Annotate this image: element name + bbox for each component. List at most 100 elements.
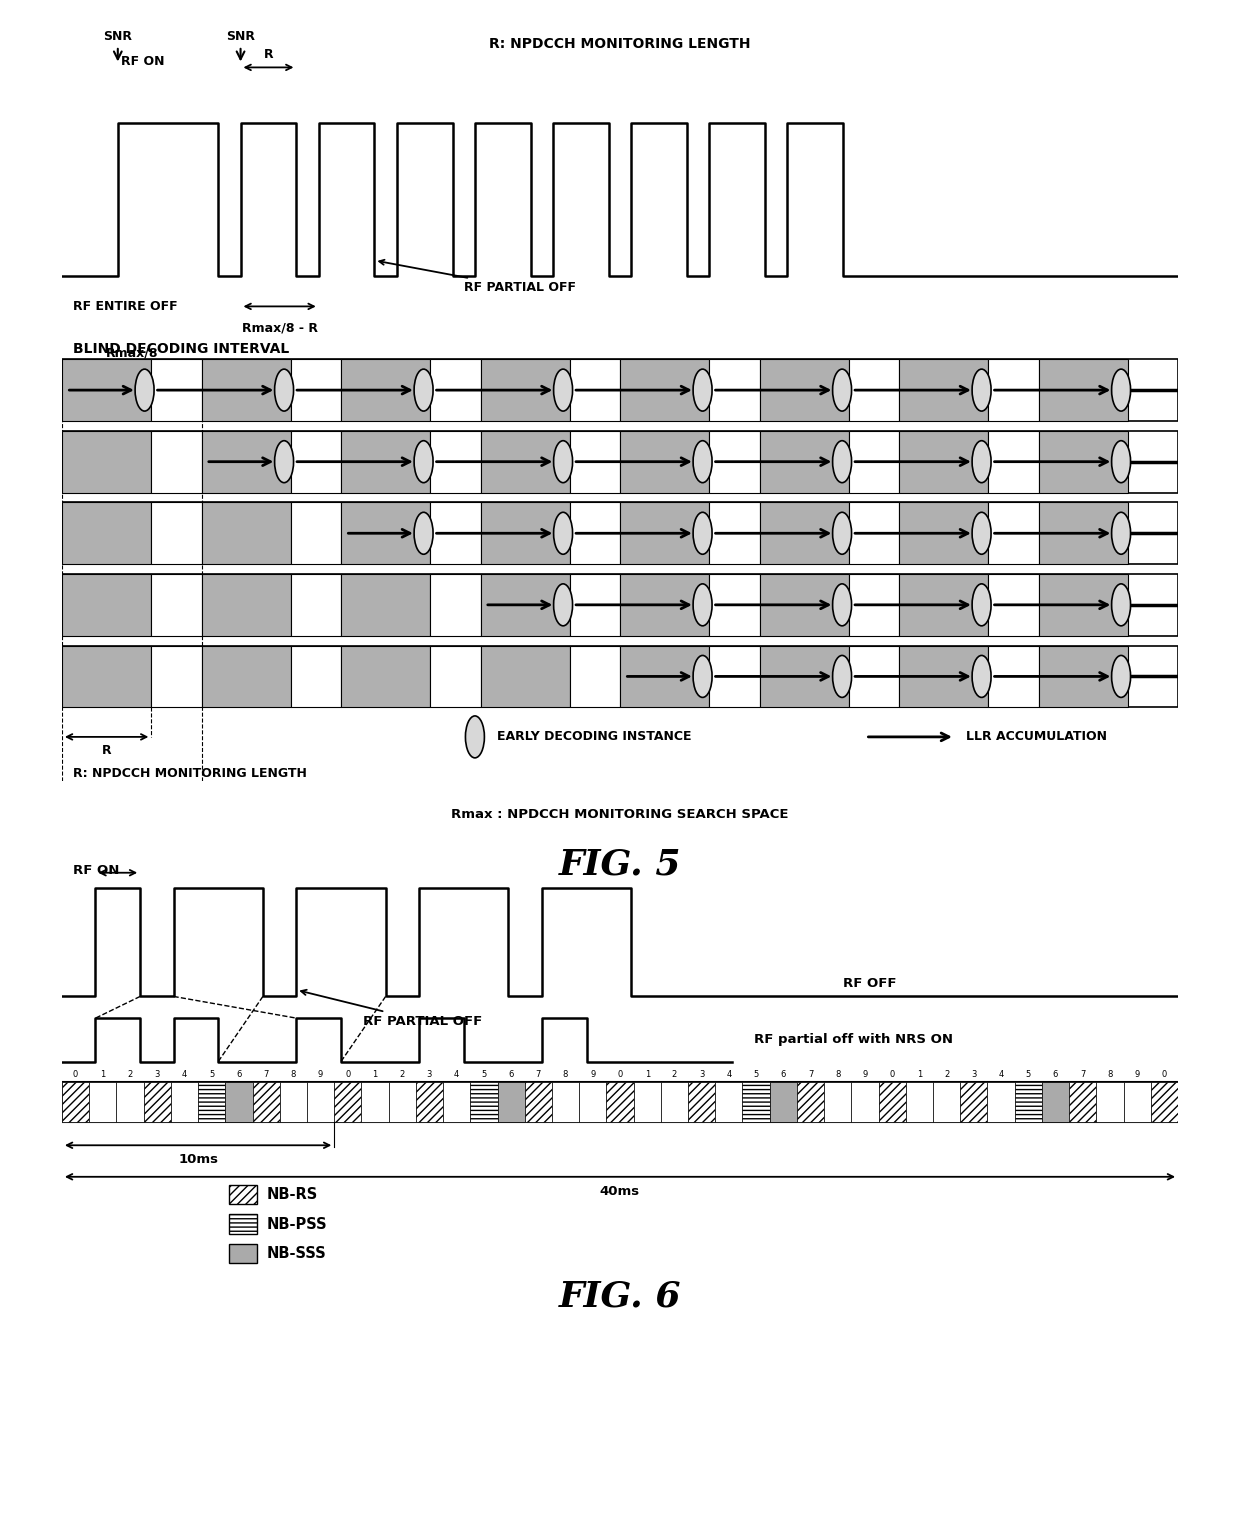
- Text: 7: 7: [536, 1071, 541, 1079]
- Text: 3: 3: [427, 1071, 433, 1079]
- Circle shape: [693, 512, 712, 555]
- Bar: [290, 430, 341, 493]
- Bar: [62, 645, 1178, 708]
- Bar: [151, 645, 201, 708]
- Bar: [62, 574, 1178, 636]
- Circle shape: [1111, 584, 1131, 625]
- Text: RF OFF: RF OFF: [843, 977, 897, 990]
- Bar: [848, 502, 899, 564]
- Circle shape: [693, 441, 712, 483]
- Bar: [229, 1184, 258, 1204]
- Text: Rmax : NPDCCH MONITORING SEARCH SPACE: Rmax : NPDCCH MONITORING SEARCH SPACE: [451, 809, 789, 821]
- Bar: [759, 430, 848, 493]
- Circle shape: [832, 441, 852, 483]
- Text: 7: 7: [807, 1071, 813, 1079]
- Bar: [290, 502, 341, 564]
- Bar: [341, 645, 430, 708]
- Circle shape: [135, 369, 154, 411]
- Bar: [62, 360, 151, 421]
- Bar: [201, 574, 290, 636]
- Text: RF PARTIAL OFF: RF PARTIAL OFF: [379, 260, 575, 294]
- Bar: [341, 430, 430, 493]
- Text: 6: 6: [781, 1071, 786, 1079]
- Bar: [1096, 1082, 1123, 1121]
- Bar: [709, 360, 759, 421]
- Text: R: R: [264, 49, 273, 61]
- Bar: [709, 645, 759, 708]
- Circle shape: [414, 512, 433, 555]
- Bar: [715, 1082, 743, 1121]
- Bar: [341, 574, 430, 636]
- Bar: [569, 645, 620, 708]
- Circle shape: [1111, 656, 1131, 697]
- Bar: [62, 430, 151, 493]
- Bar: [988, 574, 1039, 636]
- Bar: [1039, 574, 1128, 636]
- Text: 0: 0: [889, 1071, 895, 1079]
- Bar: [852, 1082, 879, 1121]
- Text: EARLY DECODING INSTANCE: EARLY DECODING INSTANCE: [497, 731, 692, 743]
- Bar: [709, 502, 759, 564]
- Text: 8: 8: [1107, 1071, 1112, 1079]
- Text: 9: 9: [317, 1071, 324, 1079]
- Circle shape: [414, 441, 433, 483]
- Text: RF ENTIRE OFF: RF ENTIRE OFF: [73, 300, 177, 313]
- Bar: [481, 502, 569, 564]
- Bar: [1123, 1082, 1151, 1121]
- Bar: [988, 360, 1039, 421]
- Circle shape: [832, 512, 852, 555]
- Bar: [988, 502, 1039, 564]
- Circle shape: [972, 584, 991, 625]
- Circle shape: [553, 584, 573, 625]
- Bar: [848, 645, 899, 708]
- Bar: [62, 1082, 89, 1121]
- Bar: [430, 360, 481, 421]
- Bar: [201, 502, 290, 564]
- Text: R: NPDCCH MONITORING LENGTH: R: NPDCCH MONITORING LENGTH: [73, 766, 308, 780]
- Text: 6: 6: [237, 1071, 242, 1079]
- Bar: [430, 574, 481, 636]
- Text: 6: 6: [1053, 1071, 1058, 1079]
- Bar: [481, 430, 569, 493]
- Text: 9: 9: [862, 1071, 868, 1079]
- Text: NB-RS: NB-RS: [267, 1187, 317, 1203]
- Bar: [709, 430, 759, 493]
- Bar: [620, 574, 709, 636]
- Bar: [151, 430, 201, 493]
- Text: 7: 7: [263, 1071, 269, 1079]
- Bar: [62, 574, 151, 636]
- Bar: [1039, 360, 1128, 421]
- Text: 40ms: 40ms: [600, 1184, 640, 1198]
- Text: 5: 5: [1025, 1071, 1030, 1079]
- Bar: [797, 1082, 825, 1121]
- Bar: [606, 1082, 634, 1121]
- Circle shape: [274, 369, 294, 411]
- Text: 8: 8: [835, 1071, 841, 1079]
- Bar: [226, 1082, 253, 1121]
- Bar: [988, 430, 1039, 493]
- Text: 5: 5: [210, 1071, 215, 1079]
- Bar: [430, 645, 481, 708]
- Bar: [848, 574, 899, 636]
- Text: RF ON: RF ON: [73, 864, 119, 876]
- Bar: [569, 430, 620, 493]
- Circle shape: [1111, 512, 1131, 555]
- Text: RF partial off with NRS ON: RF partial off with NRS ON: [754, 1034, 952, 1046]
- Bar: [1042, 1082, 1069, 1121]
- Bar: [1039, 430, 1128, 493]
- Bar: [151, 360, 201, 421]
- Text: RF PARTIAL OFF: RF PARTIAL OFF: [301, 990, 482, 1028]
- Text: 2: 2: [944, 1071, 950, 1079]
- Text: 10ms: 10ms: [179, 1154, 218, 1166]
- Bar: [759, 574, 848, 636]
- Text: 5: 5: [481, 1071, 486, 1079]
- Text: BLIND DECODING INTERVAL: BLIND DECODING INTERVAL: [73, 342, 289, 355]
- Bar: [569, 360, 620, 421]
- Bar: [1039, 645, 1128, 708]
- Text: 0: 0: [618, 1071, 622, 1079]
- Bar: [62, 360, 1178, 421]
- Text: 3: 3: [155, 1071, 160, 1079]
- Bar: [759, 360, 848, 421]
- Bar: [579, 1082, 606, 1121]
- Circle shape: [972, 656, 991, 697]
